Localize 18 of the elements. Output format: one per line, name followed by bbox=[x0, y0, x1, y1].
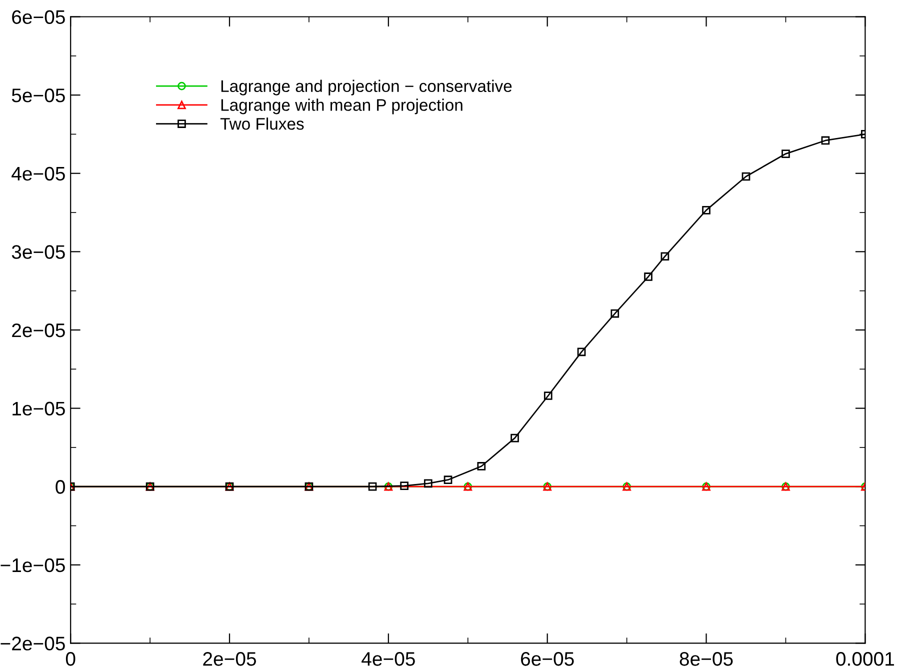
y-tick-label: −1e−05 bbox=[0, 558, 65, 572]
x-tick-label: 0.0001 bbox=[836, 652, 894, 666]
x-tick-label: 0 bbox=[66, 652, 76, 666]
x-tick-label: 6e−05 bbox=[521, 652, 574, 666]
y-tick-label: −2e−05 bbox=[0, 636, 65, 650]
x-tick-label: 8e−05 bbox=[680, 652, 733, 666]
y-tick-label: 5e−05 bbox=[12, 88, 65, 102]
legend-label: Two Fluxes bbox=[220, 118, 304, 130]
y-tick-label: 3e−05 bbox=[12, 245, 65, 259]
x-tick-label: 2e−05 bbox=[203, 652, 256, 666]
y-tick-label: 4e−05 bbox=[12, 166, 65, 181]
legend-label: Lagrange with mean P projection bbox=[221, 98, 462, 114]
x-tick-label: 4e−05 bbox=[362, 652, 415, 666]
legend-label: Lagrange and projection − conservative bbox=[221, 80, 512, 96]
y-tick-label: 1e−05 bbox=[12, 402, 65, 416]
y-tick-label: 2e−05 bbox=[12, 323, 65, 338]
y-tick-label: 0 bbox=[56, 480, 65, 494]
y-tick-label: 6e−05 bbox=[12, 10, 65, 24]
